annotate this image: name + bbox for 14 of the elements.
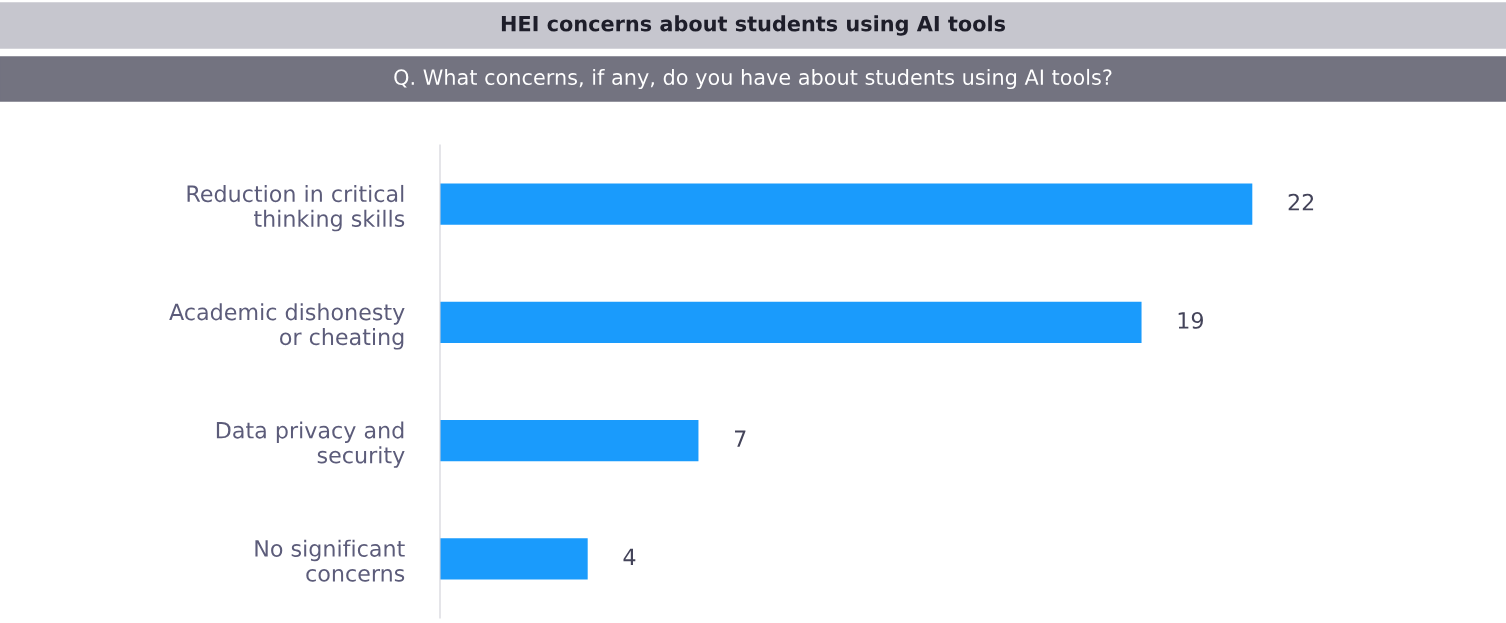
data-label: 22 [1288, 193, 1314, 211]
chart-subtitle: Q. What concerns, if any, do you have about students using AI tools? [394, 68, 1112, 90]
y-tick-label: Data privacy and security [216, 421, 405, 468]
chart-title: HEI concerns about students using AI tools [501, 15, 1006, 36]
data-label: 7 [735, 430, 746, 447]
y-tick-label: No significant concerns [255, 539, 405, 582]
bar [440, 183, 1253, 225]
y-tick-label: Reduction in critical thinking skills [187, 184, 405, 232]
data-label: 19 [1178, 312, 1203, 329]
bar [440, 538, 588, 580]
y-tick-label: Academic dishonesty or cheating [169, 303, 405, 350]
data-label: 4 [623, 548, 636, 566]
bar [440, 301, 1142, 344]
bar [440, 419, 699, 462]
